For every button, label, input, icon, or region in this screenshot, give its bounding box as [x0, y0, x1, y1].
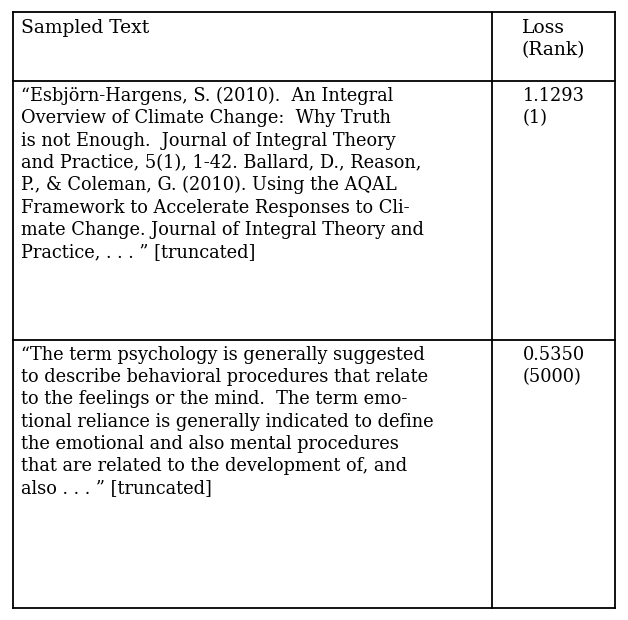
Text: Loss
(Rank): Loss (Rank) — [522, 19, 585, 59]
Text: 0.5350
(5000): 0.5350 (5000) — [522, 346, 585, 386]
Text: “Esbjörn-Hargens, S. (2010).  An Integral
Overview of Climate Change:  Why Truth: “Esbjörn-Hargens, S. (2010). An Integral… — [21, 87, 424, 261]
Text: “The term psychology is generally suggested
to describe behavioral procedures th: “The term psychology is generally sugges… — [21, 346, 433, 497]
Text: Sampled Text: Sampled Text — [21, 19, 149, 37]
Text: 1.1293
(1): 1.1293 (1) — [522, 87, 585, 127]
